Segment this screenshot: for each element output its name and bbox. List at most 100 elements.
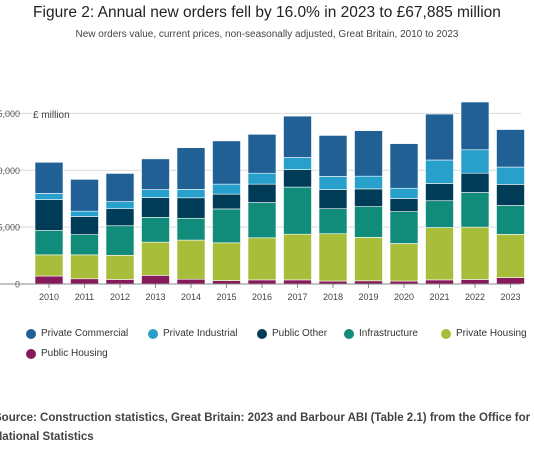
bar-segment-private-housing-2017[interactable] (283, 233, 312, 281)
bar-segment-private-industrial-2012[interactable] (105, 201, 135, 209)
bar-segment-public-other-2020[interactable] (389, 198, 419, 212)
legend-swatch (26, 329, 36, 339)
bar-segment-private-housing-2014[interactable] (176, 239, 206, 280)
bar-segment-private-industrial-2016[interactable] (247, 172, 277, 185)
bar-segment-infrastructure-2012[interactable] (105, 225, 135, 256)
bar-segment-private-industrial-2017[interactable] (283, 157, 312, 170)
y-tick-labels: 025,00050,00075,000 (0, 109, 20, 290)
chart-title: Figure 2: Annual new orders fell by 16.0… (33, 4, 501, 21)
bar-segment-infrastructure-2020[interactable] (389, 211, 419, 244)
bar-segment-private-commercial-2016[interactable] (247, 134, 277, 174)
bar-segment-private-industrial-2018[interactable] (318, 176, 348, 190)
bar-segment-private-industrial-2013[interactable] (141, 189, 170, 198)
bar-segment-public-other-2012[interactable] (105, 208, 135, 227)
bar-segment-infrastructure-2014[interactable] (176, 217, 206, 241)
bar-segment-private-commercial-2012[interactable] (105, 173, 135, 202)
y-tick-label: 75,000 (0, 109, 20, 119)
bar-segment-private-housing-2011[interactable] (70, 254, 99, 280)
bar-segment-private-industrial-2011[interactable] (70, 210, 99, 217)
bar-segment-private-housing-2016[interactable] (247, 237, 277, 281)
bar-segment-private-housing-2012[interactable] (105, 255, 135, 280)
bar-segment-private-commercial-2018[interactable] (318, 135, 348, 177)
bar-segment-infrastructure-2013[interactable] (141, 217, 170, 243)
bar-segment-private-housing-2010[interactable] (34, 254, 64, 277)
bar-segment-infrastructure-2016[interactable] (247, 202, 277, 239)
bar-segment-private-housing-2013[interactable] (141, 241, 170, 276)
bar-segment-private-commercial-2011[interactable] (70, 179, 99, 212)
bar-segment-private-housing-2019[interactable] (354, 237, 383, 282)
bar-segment-private-industrial-2019[interactable] (354, 175, 383, 190)
x-tick-label: 2015 (216, 292, 236, 302)
bar-segment-public-other-2014[interactable] (176, 197, 206, 219)
bar-segment-private-industrial-2021[interactable] (425, 159, 454, 184)
bar-segment-private-housing-2023[interactable] (496, 234, 525, 278)
bar-segment-public-other-2011[interactable] (70, 216, 99, 235)
bar-segment-private-industrial-2022[interactable] (460, 149, 490, 174)
bar-segment-private-housing-2015[interactable] (212, 242, 241, 281)
x-tick-label: 2012 (110, 292, 130, 302)
bar-segment-infrastructure-2018[interactable] (318, 208, 348, 235)
bar-segment-public-other-2010[interactable] (34, 199, 64, 231)
bar-segment-infrastructure-2011[interactable] (70, 234, 99, 256)
bar-segment-infrastructure-2022[interactable] (460, 192, 490, 228)
bar-segment-infrastructure-2010[interactable] (34, 230, 64, 256)
bar-segment-public-other-2018[interactable] (318, 189, 348, 209)
bar-segment-private-industrial-2015[interactable] (212, 183, 241, 195)
bar-segment-public-other-2021[interactable] (425, 183, 454, 202)
source-note: Source: Construction statistics, Great B… (0, 412, 531, 443)
bar-segment-private-housing-2020[interactable] (389, 243, 419, 282)
bar-segment-private-housing-2018[interactable] (318, 233, 348, 282)
bar-segment-public-housing-2016[interactable] (247, 279, 277, 285)
bar-segment-private-commercial-2023[interactable] (496, 129, 525, 168)
bar-segment-private-commercial-2017[interactable] (283, 115, 312, 158)
bar-segment-public-housing-2013[interactable] (141, 275, 170, 285)
bar-segment-public-other-2023[interactable] (496, 184, 525, 206)
bar-segment-infrastructure-2015[interactable] (212, 208, 241, 244)
bar-segment-private-commercial-2015[interactable] (212, 140, 241, 185)
bar-segment-private-industrial-2020[interactable] (389, 187, 419, 199)
bar-segment-private-industrial-2023[interactable] (496, 166, 525, 185)
bar-segment-infrastructure-2023[interactable] (496, 205, 525, 235)
bar-segment-public-other-2022[interactable] (460, 172, 490, 193)
bar-segment-private-housing-2021[interactable] (425, 227, 454, 281)
bar-segment-public-other-2017[interactable] (283, 169, 312, 188)
bar-segment-public-housing-2022[interactable] (460, 279, 490, 285)
x-tick-label: 2016 (252, 292, 272, 302)
stacked-bar-chart: 025,00050,00075,000 £ million 2010201120… (0, 101, 525, 302)
bar-segment-public-housing-2023[interactable] (496, 277, 525, 285)
bar-segment-public-housing-2015[interactable] (212, 280, 241, 285)
bar-segment-private-housing-2022[interactable] (460, 226, 490, 280)
bar-segment-private-industrial-2010[interactable] (34, 193, 64, 200)
bar-segment-public-housing-2010[interactable] (34, 275, 64, 285)
bar-segment-infrastructure-2021[interactable] (425, 200, 454, 228)
bar-segment-private-commercial-2022[interactable] (460, 101, 490, 151)
legend-swatch (148, 329, 158, 339)
bar-segment-public-housing-2011[interactable] (70, 278, 99, 285)
bar-segment-infrastructure-2017[interactable] (283, 186, 312, 235)
bar-segment-public-housing-2021[interactable] (425, 279, 454, 285)
legend-label: Private Commercial (41, 328, 129, 339)
bar-segment-public-other-2016[interactable] (247, 183, 277, 203)
bar-segment-private-commercial-2010[interactable] (34, 161, 64, 194)
bar-segment-private-commercial-2013[interactable] (141, 158, 170, 190)
legend-label: Private Industrial (163, 328, 238, 339)
legend-label: Infrastructure (359, 328, 418, 339)
bar-segment-public-housing-2017[interactable] (283, 279, 312, 285)
bar-segment-private-commercial-2019[interactable] (354, 130, 383, 177)
x-tick-label: 2010 (39, 292, 59, 302)
bar-segment-private-commercial-2014[interactable] (176, 147, 206, 190)
bar-segment-private-commercial-2021[interactable] (425, 113, 454, 161)
bar-segment-public-housing-2012[interactable] (105, 279, 135, 285)
legend-swatch (257, 329, 267, 339)
bar-segment-infrastructure-2019[interactable] (354, 206, 383, 238)
bar-segment-public-other-2013[interactable] (141, 197, 170, 218)
bar-segment-private-commercial-2020[interactable] (389, 143, 419, 189)
bar-segment-public-other-2019[interactable] (354, 188, 383, 207)
x-tick-label: 2013 (145, 292, 165, 302)
bars (34, 101, 525, 285)
legend-label: Public Other (272, 328, 328, 339)
chart-subtitle: New orders value, current prices, non-se… (75, 29, 459, 40)
bar-segment-public-housing-2014[interactable] (176, 278, 206, 285)
bar-segment-public-other-2015[interactable] (212, 193, 241, 210)
bar-segment-private-industrial-2014[interactable] (176, 189, 206, 199)
